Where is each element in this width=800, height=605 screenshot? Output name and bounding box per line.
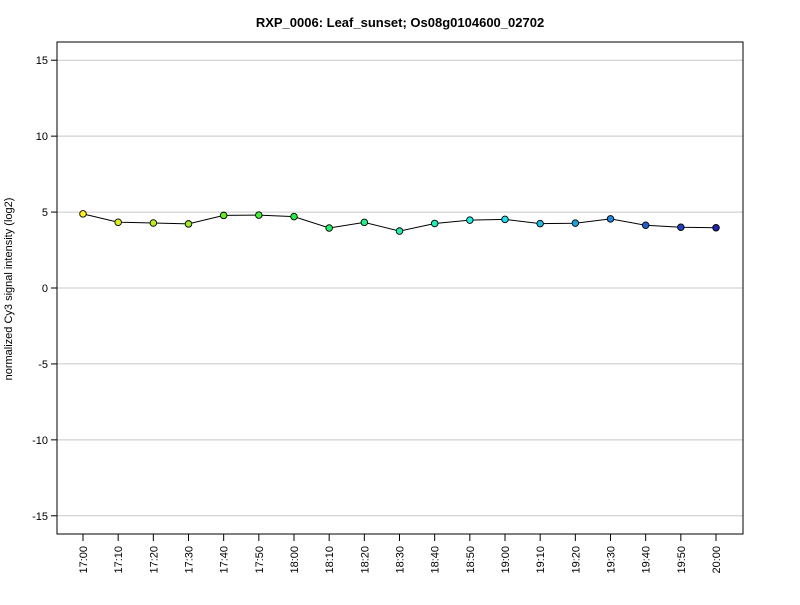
x-tick-label: 19:00 [500,546,512,574]
x-tick-label: 17:10 [113,546,125,574]
data-point [184,220,193,228]
gridlines [57,59,743,517]
x-tick-label: 18:20 [359,546,371,574]
data-point [325,224,333,232]
data-points [79,210,720,235]
x-tick-label: 19:40 [641,546,653,574]
x-tick-label: 20:00 [711,546,723,574]
data-point [606,215,615,223]
data-point [466,216,474,224]
data-point [395,227,404,235]
y-tick-label: 10 [36,131,48,143]
x-tick-label: 17:30 [184,546,196,574]
y-tick-label: 5 [42,207,48,219]
y-axis: 15 10 5 0 -5 -10 -15 [32,55,57,523]
x-tick-label: 19:30 [606,546,618,574]
data-point [149,219,158,227]
data-point [677,223,685,232]
x-tick-label: 18:30 [395,546,407,574]
y-tick-label: -10 [32,435,48,447]
x-tick-label: 17:40 [219,546,231,574]
data-point [219,211,228,220]
chart-title: RXP_0006: Leaf_sunset; Os08g0104600_0270… [256,15,544,30]
y-tick-label: -5 [38,359,48,371]
y-tick-label: 15 [36,55,48,67]
y-tick-label: -15 [32,511,48,523]
data-point [430,219,439,228]
x-tick-label: 18:00 [289,546,301,574]
data-point [571,219,580,227]
data-point [290,212,298,221]
x-tick-label: 17:50 [254,546,266,574]
x-tick-label: 18:10 [324,546,336,574]
x-tick-label: 17:20 [148,546,160,574]
data-point [536,219,544,228]
data-point [641,221,650,230]
data-point [360,218,369,227]
x-tick-label: 19:10 [535,546,547,574]
data-point [255,211,263,219]
x-tick-label: 17:00 [78,546,90,574]
x-tick-label: 18:40 [430,546,442,574]
x-tick-label: 19:50 [676,546,688,574]
data-point [712,223,720,232]
x-axis: 17:00 17:10 17:20 17:30 17:40 17:50 18:00 18:10… [78,533,723,574]
x-tick-label: 18:50 [465,546,477,574]
data-point [114,218,122,226]
y-tick-label: 0 [42,283,48,295]
y-axis-label: normalized Cy3 signal intensity (log2) [3,198,15,381]
data-point [501,215,509,224]
data-point [79,210,87,218]
x-tick-label: 19:20 [570,546,582,574]
